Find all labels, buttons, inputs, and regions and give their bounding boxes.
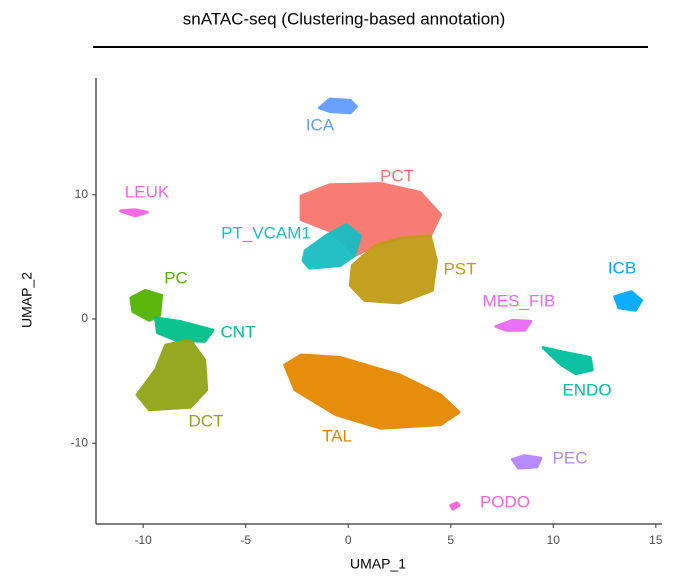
cluster [154, 316, 215, 343]
x-tick-label: 15 [649, 533, 663, 547]
cluster-label: ENDO [562, 380, 611, 399]
cluster-label: DCT [189, 411, 224, 430]
cluster-label: PST [443, 259, 476, 278]
cluster [135, 338, 209, 412]
y-tick-label: -10 [71, 435, 89, 449]
cluster [301, 223, 362, 270]
x-tick-label: 5 [447, 533, 454, 547]
cluster [348, 234, 438, 305]
cluster-label: MES_FIB [483, 291, 556, 310]
cluster [119, 208, 149, 218]
y-tick-label: 10 [75, 187, 89, 201]
cluster-label: PC [164, 268, 188, 287]
cluster-label: PODO [480, 492, 530, 511]
cluster [613, 290, 643, 312]
cluster [494, 318, 533, 332]
x-tick-label: -5 [240, 533, 251, 547]
x-axis-label: UMAP_1 [350, 556, 406, 572]
cluster-label: LEUK [125, 182, 170, 201]
y-tick-label: 0 [81, 311, 88, 325]
chart-title: snATAC-seq (Clustering-based annotation) [183, 9, 506, 28]
cluster [129, 288, 164, 322]
cluster [541, 346, 594, 376]
cluster-label: ICA [306, 115, 335, 134]
y-axis-label: UMAP_2 [19, 272, 35, 328]
cluster-label: TAL [322, 426, 352, 445]
cluster-label: PT_VCAM1 [221, 223, 311, 242]
x-tick-label: 10 [547, 533, 561, 547]
x-tick-label: -10 [134, 533, 152, 547]
cluster-label: PCT [380, 166, 414, 185]
cluster-label: PEC [553, 448, 588, 467]
cluster [283, 353, 461, 430]
cluster [318, 97, 358, 115]
cluster-label: CNT [221, 322, 256, 341]
cluster [449, 501, 461, 511]
x-tick-label: 0 [345, 533, 352, 547]
cluster-label: ICB [608, 258, 636, 277]
cluster [510, 454, 543, 470]
